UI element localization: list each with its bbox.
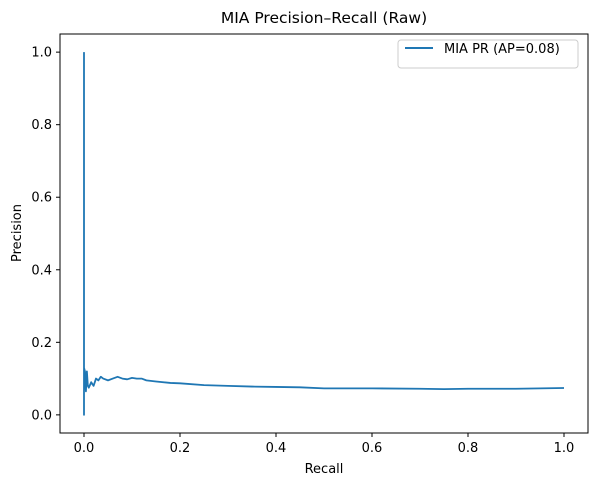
x-tick-label: 0.6 xyxy=(362,441,383,456)
x-tick-label: 0.2 xyxy=(170,441,191,456)
y-axis: 0.0 0.2 0.4 0.6 0.8 1.0 xyxy=(31,46,60,423)
axes-frame xyxy=(59,33,589,434)
x-tick-label: 1.0 xyxy=(554,441,575,456)
y-tick-label: 0.4 xyxy=(31,263,52,278)
legend-box xyxy=(397,39,579,69)
y-tick-label: 0.8 xyxy=(31,118,52,133)
y-tick-label: 1.0 xyxy=(31,46,52,61)
x-tick-label: 0.8 xyxy=(458,441,479,456)
plot-area xyxy=(83,52,565,416)
legend: MIA PR (AP=0.08) xyxy=(397,39,579,69)
x-tick-label: 0.0 xyxy=(74,441,95,456)
series-line-0 xyxy=(83,52,565,416)
x-tick-label: 0.4 xyxy=(266,441,287,456)
y-tick-label: 0.6 xyxy=(31,191,52,206)
x-axis-label: Recall xyxy=(305,462,344,477)
y-tick-label: 0.0 xyxy=(31,408,52,423)
x-axis: 0.0 0.2 0.4 0.6 0.8 1.0 xyxy=(74,433,575,456)
y-tick-label: 0.2 xyxy=(31,336,52,351)
legend-label: MIA PR (AP=0.08) xyxy=(444,42,560,57)
y-axis-label: Precision xyxy=(10,204,25,262)
chart-title: MIA Precision–Recall (Raw) xyxy=(221,9,427,27)
